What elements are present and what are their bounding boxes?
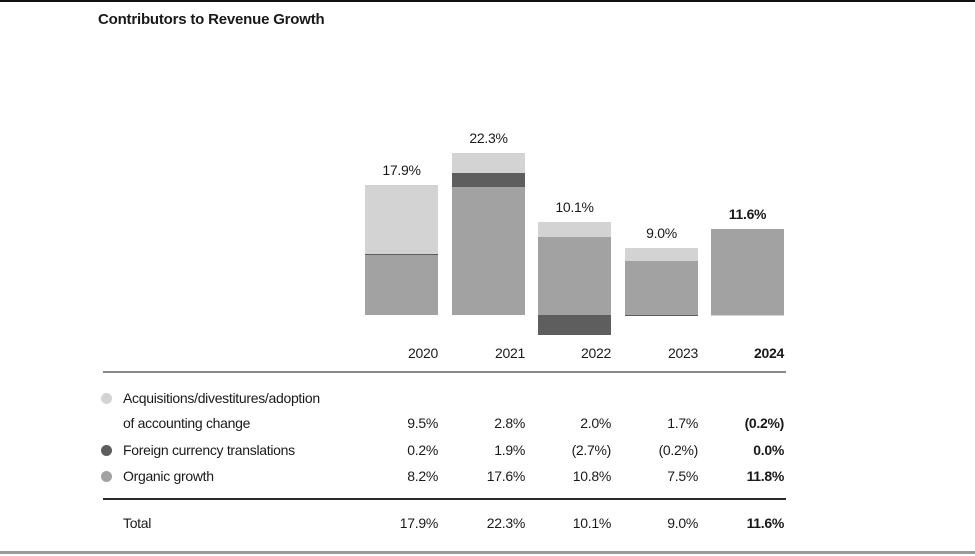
table-cell-organic-2024: 11.8% <box>746 468 785 484</box>
table-cell-acquisitions-2021: 2.8% <box>494 415 525 431</box>
bar-segment-acquisitions-2024-negative <box>711 315 784 317</box>
table-cell-currency-2020: 0.2% <box>407 442 438 458</box>
x-axis-label-2022: 2022 <box>581 345 611 361</box>
table-cell-organic-2023: 7.5% <box>667 468 698 484</box>
table-cell-currency-2021: 1.9% <box>494 442 525 458</box>
total-cell-2021: 22.3% <box>486 515 526 531</box>
total-row-label: Total <box>123 515 152 531</box>
table-cell-acquisitions-2020: 9.5% <box>407 415 438 431</box>
bar-segment-currency-2022-negative <box>538 315 611 335</box>
total-cell-2020: 17.9% <box>399 515 439 531</box>
bar-segment-currency-2021 <box>452 173 525 188</box>
legend-label-currency-line1: Foreign currency translations <box>123 442 295 458</box>
table-mid-rule <box>103 498 786 500</box>
bar-segment-currency-2023-negative <box>625 315 698 317</box>
total-cell-2023: 9.0% <box>667 515 698 531</box>
table-cell-currency-2022: (2.7%) <box>571 442 612 458</box>
bar-segment-organic-2022 <box>538 236 611 315</box>
x-axis-label-2020: 2020 <box>408 345 438 361</box>
table-cell-acquisitions-2022: 2.0% <box>580 415 611 431</box>
bar-segment-acquisitions-2023 <box>625 248 698 261</box>
x-axis-label-2023: 2023 <box>668 345 698 361</box>
table-cell-organic-2020: 8.2% <box>407 468 438 484</box>
chart-title: Contributors to Revenue Growth <box>98 11 325 28</box>
page-bottom-border <box>0 551 975 554</box>
legend-label-organic-line1: Organic growth <box>123 468 214 484</box>
bar-segment-organic-2024 <box>711 229 784 315</box>
bar-total-label-2021: 22.3% <box>469 130 508 147</box>
table-cell-acquisitions-2023: 1.7% <box>667 415 698 431</box>
bar-segment-organic-2023 <box>625 260 698 315</box>
table-cell-currency-2023: (0.2%) <box>658 442 699 458</box>
x-axis-label-2024: 2024 <box>754 345 784 361</box>
bar-total-label-2023: 9.0% <box>646 225 677 242</box>
total-cell-2022: 10.1% <box>572 515 612 531</box>
bar-segment-organic-2021 <box>452 187 525 315</box>
table-cell-currency-2024: 0.0% <box>753 442 784 458</box>
total-cell-2024: 11.6% <box>746 515 785 531</box>
bar-segment-currency-2020 <box>365 254 438 256</box>
legend-label-acquisitions-line2: of accounting change <box>123 415 251 431</box>
legend-bullet-acquisitions <box>101 393 112 404</box>
bar-total-label-2024: 11.6% <box>728 206 767 223</box>
bar-total-label-2022: 10.1% <box>555 199 594 216</box>
bar-segment-acquisitions-2021 <box>452 153 525 174</box>
page-top-border <box>0 0 975 2</box>
table-cell-organic-2022: 10.8% <box>572 468 612 484</box>
table-top-rule <box>103 371 786 373</box>
bar-segment-acquisitions-2020 <box>365 185 438 254</box>
table-cell-acquisitions-2024: (0.2%) <box>744 415 785 431</box>
x-axis-label-2021: 2021 <box>495 345 525 361</box>
bar-total-label-2020: 17.9% <box>382 162 421 179</box>
table-cell-organic-2021: 17.6% <box>486 468 526 484</box>
bar-segment-organic-2020 <box>365 255 438 315</box>
legend-bullet-organic <box>101 471 112 482</box>
bar-segment-acquisitions-2022 <box>538 222 611 237</box>
legend-bullet-currency <box>101 445 112 456</box>
legend-label-acquisitions-line1: Acquisitions/divestitures/adoption <box>123 390 320 406</box>
